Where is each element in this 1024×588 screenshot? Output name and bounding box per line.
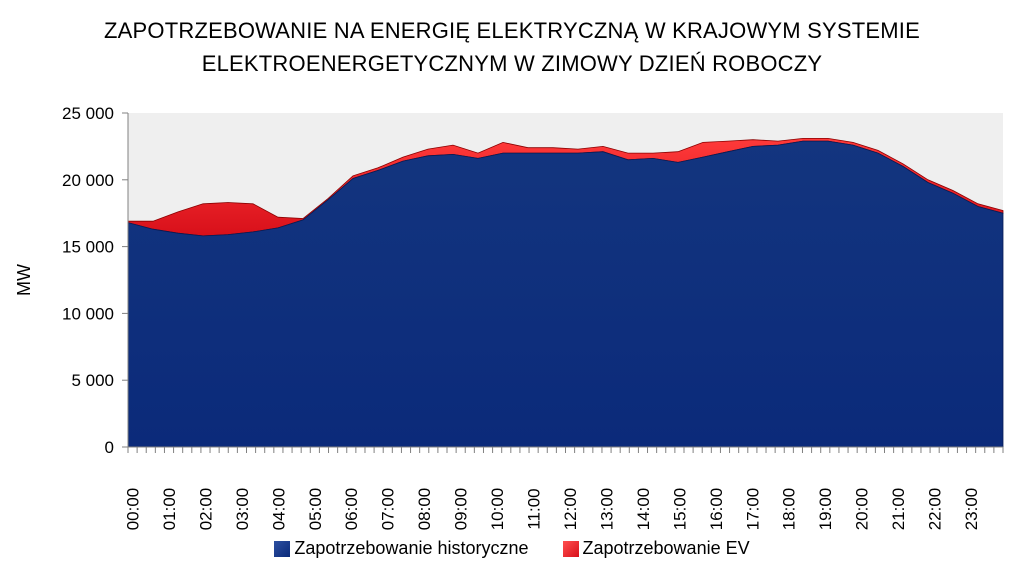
x-tick-label: 01:00 (160, 488, 179, 531)
x-tick-label: 22:00 (926, 488, 945, 531)
chart-title-line-1: ZAPOTRZEBOWANIE NA ENERGIĘ ELEKTRYCZNĄ W… (104, 18, 920, 43)
x-tick-label: 17:00 (743, 488, 762, 531)
legend: Zapotrzebowanie historyczne Zapotrzebowa… (0, 538, 1024, 559)
y-tick-label: 0 (105, 438, 114, 457)
y-tick-label: 10 000 (62, 304, 114, 323)
legend-item-historical: Zapotrzebowanie historyczne (274, 538, 529, 559)
chart-title-line-2: ELEKTROENERGETYCZNYM W ZIMOWY DZIEŃ ROBO… (201, 51, 823, 76)
x-tick-label: 03:00 (233, 488, 252, 531)
x-tick-label: 05:00 (306, 488, 325, 531)
x-tick-label: 12:00 (561, 488, 580, 531)
x-tick-label: 08:00 (415, 488, 434, 531)
x-tick-label: 14:00 (634, 488, 653, 531)
x-tick-label: 04:00 (269, 488, 288, 531)
x-tick-label: 18:00 (780, 488, 799, 531)
x-tick-label: 15:00 (670, 488, 689, 531)
series-area-historical (127, 140, 1004, 448)
x-tick-label: 06:00 (342, 488, 361, 531)
x-tick-label: 19:00 (816, 488, 835, 531)
y-tick-label: 25 000 (62, 104, 114, 123)
x-tick-label: 21:00 (889, 488, 908, 531)
x-tick-label: 10:00 (488, 488, 507, 531)
chart-title: ZAPOTRZEBOWANIE NA ENERGIĘ ELEKTRYCZNĄ W… (0, 14, 1024, 80)
x-tick-label: 00:00 (123, 488, 142, 531)
y-tick-label: 5 000 (71, 371, 114, 390)
y-axis-label: MW (14, 264, 34, 296)
legend-item-ev: Zapotrzebowanie EV (562, 538, 750, 559)
legend-label-historical: Zapotrzebowanie historyczne (294, 538, 529, 558)
legend-swatch-ev (562, 540, 579, 557)
legend-swatch-historical (274, 540, 291, 557)
x-tick-label: 02:00 (196, 488, 215, 531)
x-tick-label: 20:00 (853, 488, 872, 531)
x-tick-label: 23:00 (962, 488, 981, 531)
x-tick-label: 11:00 (525, 488, 544, 529)
x-tick-label: 09:00 (452, 488, 471, 531)
x-tick-label: 16:00 (707, 488, 726, 531)
x-tick-label: 13:00 (597, 488, 616, 531)
legend-label-ev: Zapotrzebowanie EV (582, 538, 750, 558)
y-tick-label: 15 000 (62, 238, 114, 257)
x-tick-label: 07:00 (379, 488, 398, 531)
y-tick-label: 20 000 (62, 171, 114, 190)
